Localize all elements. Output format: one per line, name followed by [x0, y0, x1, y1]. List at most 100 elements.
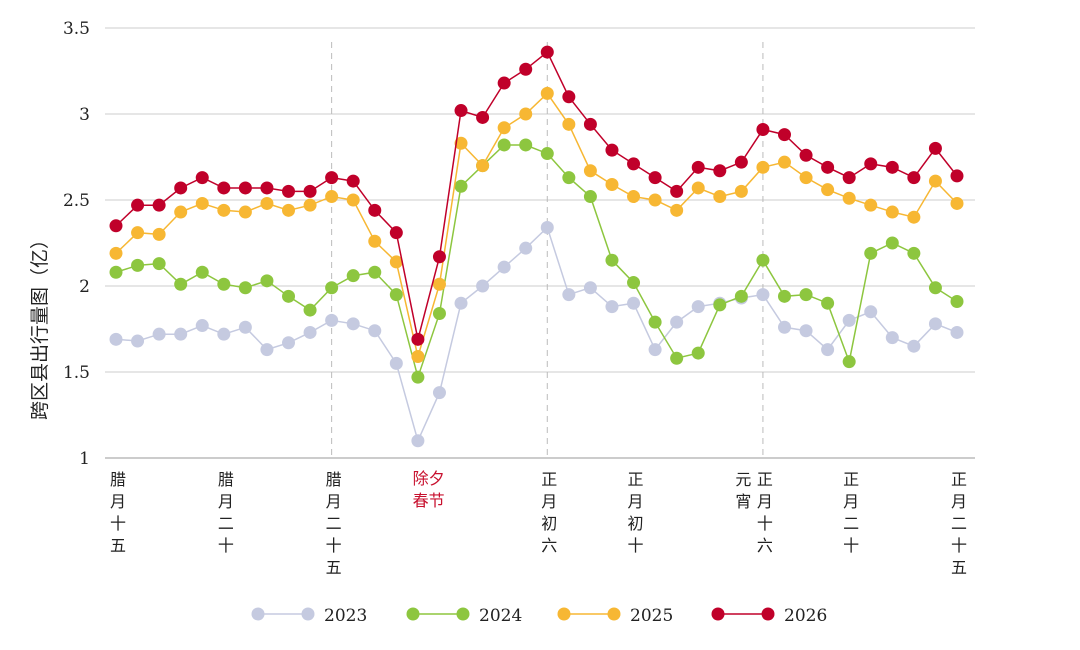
- data-point-2026: [777, 128, 791, 142]
- x-tick-label: 元宵: [732, 471, 752, 515]
- data-point-2025: [864, 198, 878, 212]
- data-point-2024: [928, 281, 942, 295]
- data-point-2024: [864, 246, 878, 260]
- data-point-2025: [928, 174, 942, 188]
- data-point-2026: [238, 181, 252, 195]
- data-point-2023: [864, 305, 878, 319]
- data-point-2024: [907, 246, 921, 260]
- data-point-2026: [928, 141, 942, 155]
- series-line-2026: [115, 50, 958, 340]
- y-tick-label: 3.5: [63, 19, 90, 39]
- data-point-2023: [432, 386, 446, 400]
- data-point-2023: [648, 343, 662, 357]
- data-point-2026: [497, 76, 511, 90]
- data-point-2026: [368, 203, 382, 217]
- legend-marker: [251, 607, 265, 621]
- data-point-2026: [799, 148, 813, 162]
- data-point-2026: [670, 184, 684, 198]
- y-tick-label: 3: [79, 105, 90, 125]
- data-point-2024: [389, 288, 403, 302]
- data-point-2026: [476, 110, 490, 124]
- data-point-2024: [713, 298, 727, 312]
- x-tick-label: 正月二十: [840, 471, 860, 559]
- legend-label: 2025: [630, 606, 673, 626]
- data-point-2024: [540, 147, 554, 161]
- data-point-2023: [842, 313, 856, 327]
- data-point-2023: [540, 221, 554, 235]
- data-point-2025: [454, 136, 468, 150]
- data-point-2023: [627, 296, 641, 310]
- data-point-2023: [476, 279, 490, 293]
- data-point-2024: [799, 288, 813, 302]
- series-line-2023: [115, 226, 958, 444]
- legend-marker: [406, 607, 420, 621]
- data-point-2024: [346, 269, 360, 283]
- data-point-2025: [562, 117, 576, 131]
- data-point-2026: [562, 90, 576, 104]
- data-point-2025: [950, 196, 964, 210]
- data-point-2026: [454, 104, 468, 118]
- data-point-2023: [497, 260, 511, 274]
- data-point-2025: [907, 210, 921, 224]
- data-point-2025: [174, 205, 188, 219]
- data-point-2023: [411, 434, 425, 448]
- legend-marker: [456, 607, 470, 621]
- data-point-2024: [497, 138, 511, 152]
- data-point-2026: [734, 155, 748, 169]
- data-point-2025: [713, 190, 727, 204]
- data-point-2023: [821, 343, 835, 357]
- data-point-2024: [282, 289, 296, 303]
- data-point-2026: [885, 160, 899, 174]
- data-point-2023: [260, 343, 274, 357]
- data-point-2023: [519, 241, 533, 255]
- data-point-2023: [131, 334, 145, 348]
- x-tick-label: 正月十六: [753, 471, 773, 559]
- data-point-2023: [282, 336, 296, 350]
- data-point-2023: [195, 319, 209, 333]
- data-point-2024: [562, 171, 576, 185]
- data-point-2025: [325, 190, 339, 204]
- data-point-2024: [174, 277, 188, 291]
- data-point-2026: [907, 171, 921, 185]
- data-point-2026: [260, 181, 274, 195]
- data-point-2026: [109, 219, 123, 233]
- legend-marker: [711, 607, 725, 621]
- data-point-2026: [346, 174, 360, 188]
- data-point-2025: [885, 205, 899, 219]
- data-point-2024: [368, 265, 382, 279]
- data-point-2024: [195, 265, 209, 279]
- data-point-2024: [756, 253, 770, 267]
- data-point-2026: [540, 45, 554, 59]
- legend-label: 2026: [784, 606, 827, 626]
- series-line-2024: [115, 144, 958, 380]
- data-point-2024: [303, 303, 317, 317]
- data-point-2024: [325, 281, 339, 295]
- data-point-2024: [627, 276, 641, 290]
- data-point-2023: [691, 300, 705, 314]
- data-point-2024: [217, 277, 231, 291]
- x-tick-label: 正月初十: [624, 471, 644, 559]
- data-point-2024: [734, 289, 748, 303]
- data-point-2026: [713, 164, 727, 178]
- data-point-2023: [583, 281, 597, 295]
- data-point-2026: [195, 171, 209, 185]
- data-point-2023: [109, 332, 123, 346]
- legend-marker: [557, 607, 571, 621]
- data-point-2025: [605, 178, 619, 192]
- data-point-2025: [476, 159, 490, 173]
- data-point-2024: [777, 289, 791, 303]
- data-point-2025: [303, 198, 317, 212]
- data-point-2024: [411, 370, 425, 384]
- data-point-2025: [368, 234, 382, 248]
- data-point-2026: [627, 157, 641, 171]
- data-point-2024: [950, 294, 964, 308]
- data-point-2026: [174, 181, 188, 195]
- data-point-2023: [799, 324, 813, 338]
- data-point-2025: [432, 277, 446, 291]
- legend-marker: [301, 607, 315, 621]
- data-point-2023: [907, 339, 921, 353]
- data-point-2026: [583, 117, 597, 131]
- data-point-2023: [368, 324, 382, 338]
- data-point-2024: [821, 296, 835, 310]
- data-point-2025: [519, 107, 533, 121]
